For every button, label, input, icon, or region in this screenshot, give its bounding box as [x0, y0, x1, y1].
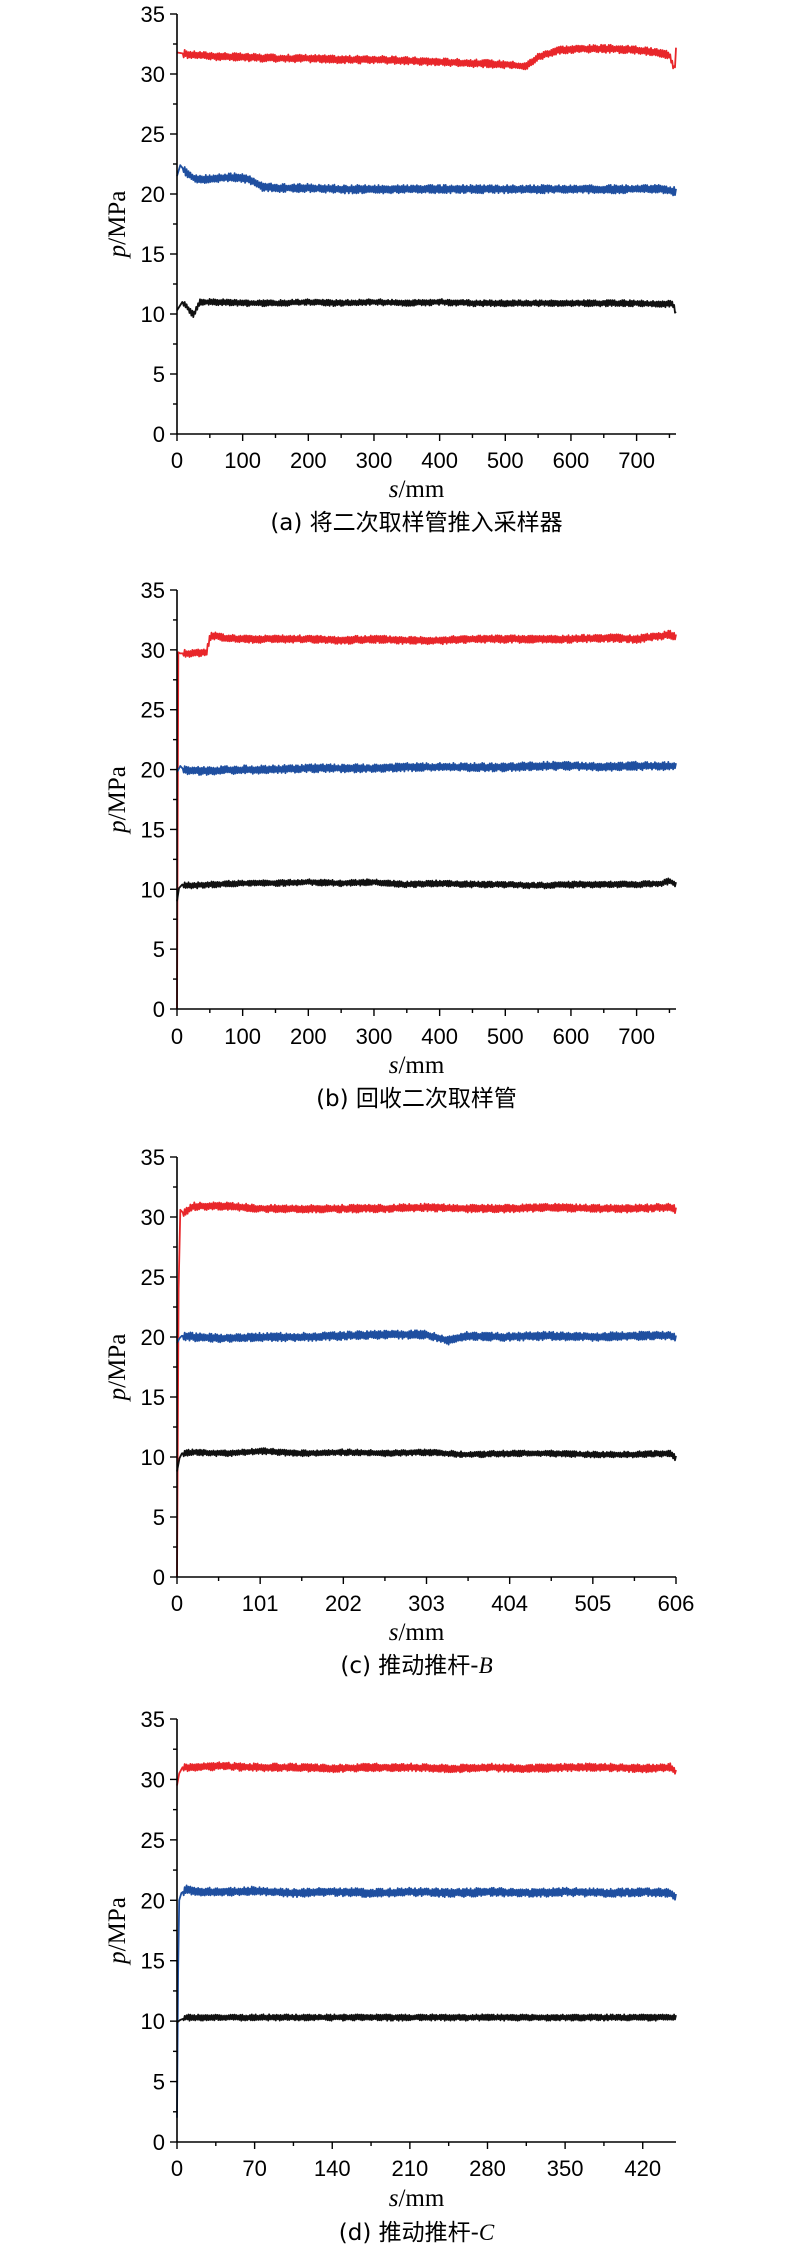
y-tick-label: 30 — [141, 638, 165, 663]
y-tick-label: 35 — [141, 2, 165, 27]
y-tick-label: 35 — [141, 1707, 165, 1732]
y-tick-label: 20 — [141, 1325, 165, 1350]
series-line-2 — [176, 760, 677, 776]
x-tick-label: 350 — [547, 2156, 584, 2181]
y-tick-label: 5 — [153, 2070, 165, 2095]
x-tick-label: 600 — [553, 448, 590, 473]
y-axis-label: p/MPa — [104, 191, 131, 260]
x-tick-label: 606 — [658, 1591, 695, 1616]
x-tick-label: 200 — [290, 1024, 327, 1049]
x-tick-label: 202 — [325, 1591, 362, 1616]
x-tick-label: 300 — [356, 448, 393, 473]
x-tick-label: 0 — [171, 448, 183, 473]
x-tick-label: 0 — [171, 1591, 183, 1616]
y-tick-label: 10 — [141, 2009, 165, 2034]
panel-caption: (b) 回收二次取样管 — [316, 1086, 517, 1112]
x-tick-label: 400 — [421, 448, 458, 473]
x-tick-label: 100 — [224, 1024, 261, 1049]
y-tick-label: 5 — [153, 362, 165, 387]
x-tick-label: 303 — [408, 1591, 445, 1616]
x-tick-label: 300 — [356, 1024, 393, 1049]
y-tick-label: 25 — [141, 698, 165, 723]
panel-caption: (c) 推动推杆-B — [340, 1653, 492, 1679]
x-tick-label: 700 — [618, 1024, 655, 1049]
y-tick-label: 30 — [141, 1205, 165, 1230]
x-tick-label: 280 — [469, 2156, 506, 2181]
series-line-3 — [176, 2013, 677, 2024]
y-tick-label: 5 — [153, 1505, 165, 1530]
y-tick-label: 25 — [141, 1828, 165, 1853]
y-tick-label: 20 — [141, 1888, 165, 1913]
chart-panel-b: 0 5 10 15 20 25 30 35 0 100 200 300 400 500 600 700 s/mm… — [104, 578, 677, 1112]
x-tick-label: 420 — [624, 2156, 661, 2181]
y-axis-label: p/MPa — [104, 766, 131, 835]
x-tick-label: 500 — [487, 1024, 524, 1049]
y-tick-label: 0 — [153, 422, 165, 447]
panel-caption: (a) 将二次取样管推入采样器 — [270, 510, 562, 536]
x-tick-label: 600 — [553, 1024, 590, 1049]
series-line-1 — [176, 1201, 677, 1578]
y-axis-label: p/MPa — [104, 1897, 131, 1966]
x-tick-label: 505 — [574, 1591, 611, 1616]
y-tick-label: 5 — [153, 937, 165, 962]
x-tick-label: 404 — [491, 1591, 528, 1616]
x-tick-label: 101 — [242, 1591, 279, 1616]
y-tick-label: 10 — [141, 302, 165, 327]
x-tick-label: 210 — [392, 2156, 429, 2181]
y-tick-label: 15 — [141, 817, 165, 842]
panel-caption: (d) 推动推杆-C — [339, 2220, 495, 2246]
y-tick-label: 35 — [141, 578, 165, 603]
y-tick-label: 0 — [153, 2130, 165, 2155]
y-tick-label: 15 — [141, 242, 165, 267]
series-line-2 — [176, 164, 677, 197]
x-tick-label: 0 — [171, 2156, 183, 2181]
chart-panel-a: 0 5 10 15 20 25 30 35 0 100 200 300 400 500 600 700 s/mm… — [104, 2, 677, 536]
x-tick-label: 70 — [242, 2156, 266, 2181]
y-tick-label: 20 — [141, 182, 165, 207]
y-tick-label: 30 — [141, 1767, 165, 1792]
x-tick-label: 100 — [224, 448, 261, 473]
series-line-2 — [176, 1884, 677, 2118]
x-axis-label: s/mm — [389, 1619, 445, 1646]
x-axis-label: s/mm — [389, 1052, 445, 1079]
y-tick-label: 10 — [141, 1445, 165, 1470]
y-tick-label: 0 — [153, 1565, 165, 1590]
x-tick-label: 140 — [314, 2156, 351, 2181]
series-line-3 — [176, 298, 677, 318]
x-tick-label: 200 — [290, 448, 327, 473]
x-axis-label: s/mm — [389, 2185, 445, 2212]
y-tick-label: 35 — [141, 1145, 165, 1170]
series-line-1 — [176, 629, 677, 1010]
series-line-1 — [176, 43, 677, 71]
y-tick-label: 15 — [141, 1385, 165, 1410]
y-tick-label: 25 — [141, 1265, 165, 1290]
y-tick-label: 10 — [141, 877, 165, 902]
y-tick-label: 20 — [141, 758, 165, 783]
x-tick-label: 500 — [487, 448, 524, 473]
series-line-2 — [176, 1329, 677, 1346]
x-tick-label: 0 — [171, 1024, 183, 1049]
y-axis-label: p/MPa — [104, 1334, 131, 1403]
series-line-1 — [176, 1761, 677, 1786]
x-tick-label: 700 — [618, 448, 655, 473]
x-axis-label: s/mm — [389, 476, 445, 503]
y-tick-label: 25 — [141, 122, 165, 147]
chart-panel-c: 0 5 10 15 20 25 30 35 0 101 202 303 404 505 606 s/mm p/M… — [104, 1145, 694, 1679]
series-line-3 — [176, 877, 677, 902]
y-tick-label: 0 — [153, 997, 165, 1022]
y-tick-label: 30 — [141, 62, 165, 87]
x-tick-label: 400 — [421, 1024, 458, 1049]
series-line-3 — [176, 1447, 677, 1472]
y-tick-label: 15 — [141, 1949, 165, 1974]
